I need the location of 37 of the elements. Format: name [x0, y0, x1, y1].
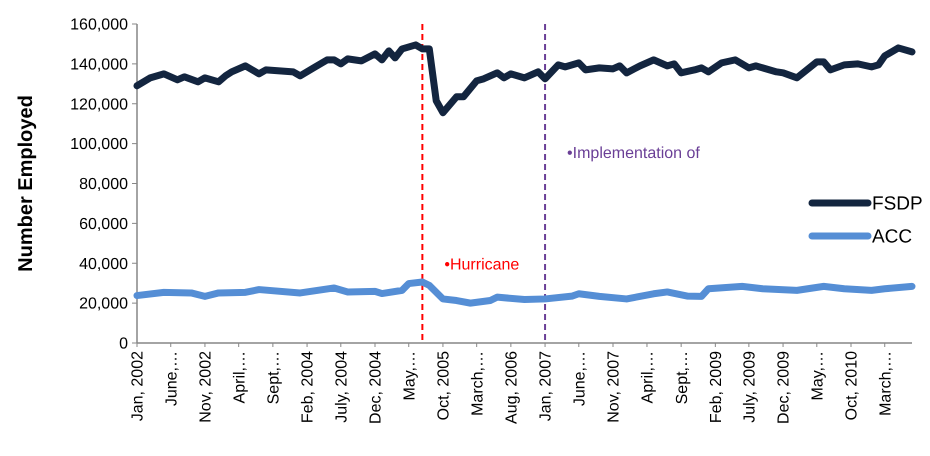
ref-line-label: •Hurricane	[444, 256, 520, 274]
ref-line-label: •Implementation of	[567, 144, 700, 162]
x-tick-label: Jan, 2002	[130, 350, 147, 422]
legend-label: ACC	[872, 226, 912, 248]
x-tick-label: Oct, 2010	[844, 350, 861, 420]
y-tick-label: 100,000	[70, 136, 128, 154]
x-tick-label: Aug, 2006	[503, 350, 520, 424]
x-tick-label: Dec, 2009	[776, 350, 793, 424]
legend-label: FSDP	[872, 194, 923, 215]
x-tick-label: Nov, 2002	[198, 350, 215, 423]
y-tick-label: 20,000	[79, 296, 128, 313]
x-tick-label: June,…	[571, 351, 588, 406]
y-tick-label: 0	[119, 336, 128, 353]
x-tick-label: Oct, 2005	[436, 350, 453, 420]
x-tick-label: March,…	[877, 351, 894, 416]
x-tick-label: April,…	[640, 351, 657, 404]
y-tick-label: 160,000	[70, 16, 128, 34]
y-tick-label: 140,000	[70, 56, 128, 74]
x-tick-label: Feb, 2009	[708, 350, 725, 424]
x-tick-label: July, 2009	[741, 350, 758, 423]
x-tick-label: March,…	[469, 351, 486, 416]
y-tick-label: 60,000	[79, 216, 128, 233]
x-tick-label: Jan, 2007	[538, 350, 555, 422]
x-tick-label: May,…	[401, 351, 418, 400]
x-tick-label: Dec, 2004	[368, 350, 385, 424]
x-tick-label: June,…	[163, 351, 180, 406]
y-axis-title: Number Employed	[15, 95, 37, 272]
x-tick-label: Feb, 2004	[300, 350, 317, 424]
y-tick-label: 80,000	[79, 176, 128, 194]
x-tick-label: July, 2004	[333, 350, 350, 423]
x-tick-label: Sept,…	[674, 351, 691, 404]
x-tick-label: April,…	[231, 351, 248, 404]
x-tick-label: Nov, 2007	[606, 350, 623, 423]
y-tick-label: 120,000	[70, 96, 128, 114]
x-tick-label: Sept,…	[265, 351, 282, 404]
y-tick-label: 40,000	[79, 256, 128, 273]
x-tick-label: May,…	[809, 351, 826, 400]
